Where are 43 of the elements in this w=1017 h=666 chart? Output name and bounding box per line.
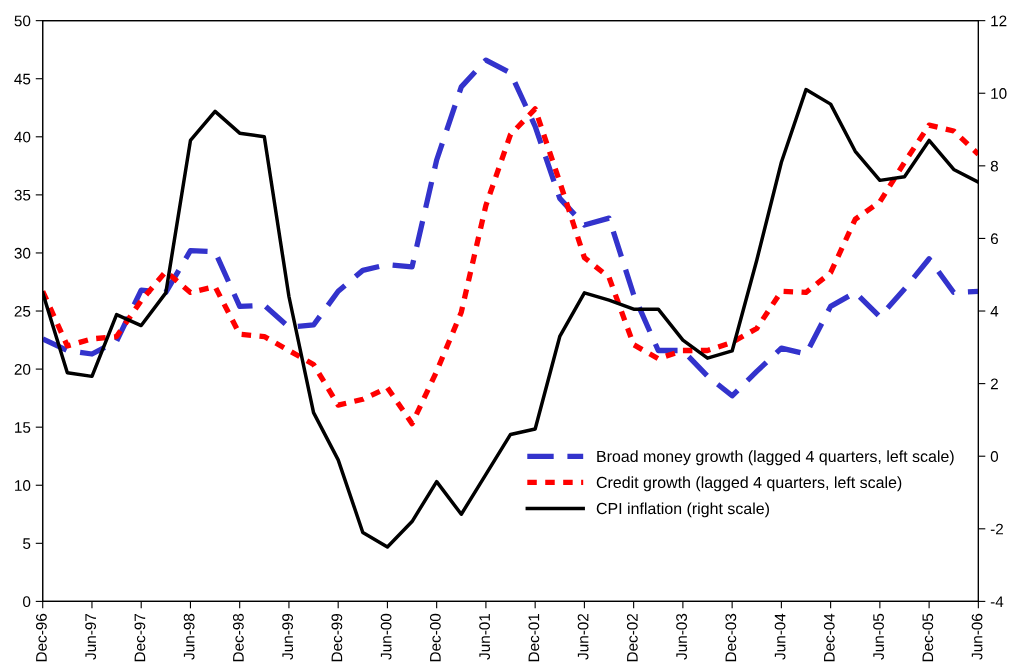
x-tick-label: Dec-99: [331, 613, 343, 662]
y-tick-label: 0: [23, 596, 31, 608]
y-tick-label: 45: [14, 73, 31, 85]
x-tick-label: Jun-04: [774, 613, 786, 660]
legend-label: CPI inflation (right scale): [596, 502, 769, 518]
x-tick-label: Dec-02: [626, 613, 638, 662]
y-tick-label: 5: [23, 538, 31, 550]
legend-label: Broad money growth (lagged 4 quarters, left scale): [597, 450, 954, 466]
x-tick-label: Jun-01: [479, 613, 491, 660]
y2-tick-label: -2: [990, 523, 1003, 535]
y2-tick-label: 0: [990, 451, 999, 462]
y-tick-label: 50: [14, 15, 31, 27]
x-tick-label: Dec-00: [429, 613, 441, 662]
y2-tick-label: -4: [990, 596, 1004, 607]
y-tick-label: 10: [15, 480, 31, 491]
y-tick-label: 20: [14, 363, 31, 375]
y-tick-label: 15: [15, 422, 31, 433]
x-tick-label: Dec-98: [232, 613, 244, 662]
y2-tick-label: 10: [991, 88, 1007, 99]
x-tick-label: Dec-96: [36, 613, 47, 662]
y2-tick-label: 4: [990, 306, 999, 317]
legend-label: Credit growth (lagged 4 quarters, left scale): [596, 476, 902, 492]
x-tick-label: Jun-99: [282, 613, 294, 660]
x-tick-label: Jun-05: [873, 613, 884, 660]
x-tick-label: Jun-03: [676, 613, 687, 660]
x-tick-label: Dec-04: [823, 613, 835, 662]
x-tick-label: Jun-06: [971, 613, 983, 660]
y2-tick-label: 2: [990, 378, 998, 390]
y-tick-label: 40: [14, 131, 31, 143]
y-tick-label: 30: [14, 247, 31, 259]
y2-tick-label: 8: [990, 160, 998, 172]
y-tick-label: 25: [14, 305, 31, 317]
x-tick-label: Dec-01: [528, 613, 540, 662]
x-tick-label: Jun-02: [577, 613, 589, 660]
y-tick-label: 35: [14, 189, 31, 201]
y2-tick-label: 6: [990, 233, 998, 245]
x-tick-label: Jun-97: [85, 613, 97, 660]
x-tick-label: Dec-97: [134, 613, 146, 662]
x-tick-label: Dec-03: [725, 613, 737, 662]
x-tick-label: Jun-00: [380, 613, 392, 660]
x-tick-label: Dec-05: [922, 613, 934, 662]
y2-tick-label: 12: [991, 15, 1007, 27]
x-tick-label: Jun-98: [183, 613, 195, 660]
